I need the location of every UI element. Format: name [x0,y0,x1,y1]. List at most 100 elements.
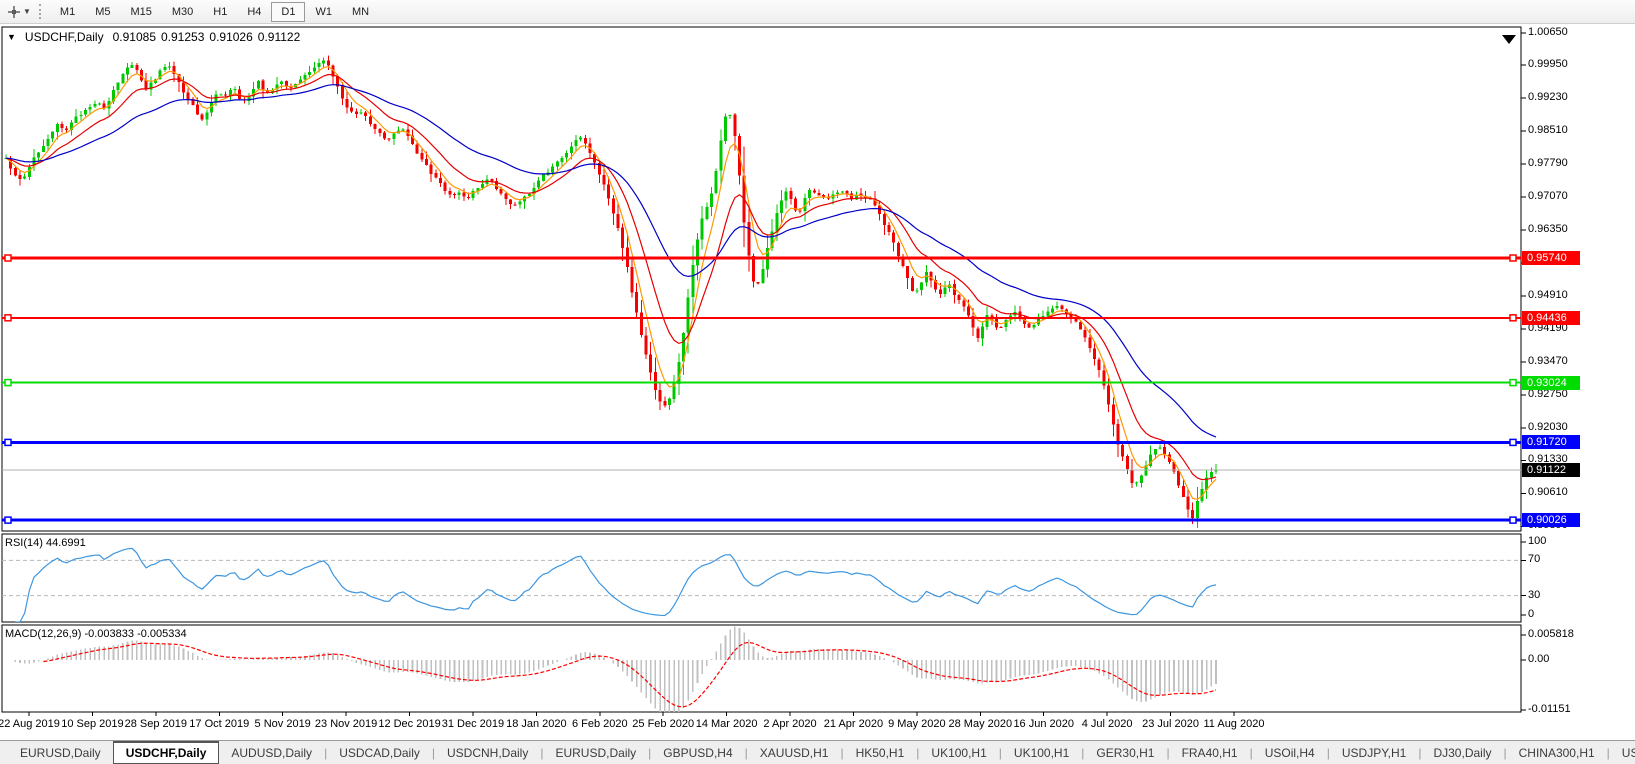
chart-tab-eurusd-daily[interactable]: EURUSD,Daily [555,745,637,760]
chart-tab-china300-h1[interactable]: CHINA300,H1 [1518,745,1595,760]
toolbar-grip[interactable] [38,4,43,19]
tab-separator: | [431,745,435,760]
chart-tab-gbpusd-h4[interactable]: GBPUSD,H4 [663,745,733,760]
macd-indicator-label: MACD(12,26,9) -0.003833 -0.005334 [5,628,187,640]
timeframe-button-h1[interactable]: H1 [213,5,228,18]
price-axis-label: 0.99950 [1528,57,1568,70]
chart-tab-usdjpy-h1[interactable]: USDJPY,H1 [1341,745,1407,760]
rsi-axis-label: 30 [1528,588,1541,601]
chart-tab-uk100-h1[interactable]: UK100,H1 [931,745,987,760]
tab-separator: | [648,745,652,760]
price-axis-label: 0.96350 [1528,223,1568,236]
price-axis-label: 0.92750 [1528,388,1568,401]
hline-objects-layer[interactable] [2,254,1521,524]
ohlc-high: 0.91253 [161,30,205,44]
timeframe-toolbar: M1 M5 M15 M30 H1 H4 D1 W1 MN [50,1,379,22]
date-axis-label: 2 Apr 2020 [763,718,817,730]
tab-separator: | [998,745,1002,760]
price-axis-label: 0.92030 [1528,421,1568,434]
timeframe-button-h4[interactable]: H4 [247,5,262,18]
ma-slow-line [5,84,1217,438]
chart-shift-marker[interactable] [1502,35,1516,44]
chart-tab-usdcnh-daily[interactable]: USDCNH,Daily [447,745,529,760]
date-axis-label: 18 Jan 2020 [506,718,567,730]
date-axis-label: 16 Jun 2020 [1013,718,1074,730]
timeframe-button-w1[interactable]: W1 [315,5,332,18]
ohlc-low: 0.91026 [209,30,253,44]
macd-layer [14,626,1217,712]
tab-separator: | [1606,745,1610,760]
hline-handle[interactable] [4,378,12,387]
cursor-tool-group[interactable]: ▼ [4,5,34,19]
hline-handle[interactable] [4,438,12,447]
macd-axis-label: 0.00 [1528,653,1550,665]
tab-separator: | [916,745,920,760]
price-axis-label: 0.93470 [1528,355,1568,368]
rsi-axis-label: 100 [1528,535,1547,547]
chart-workspace[interactable]: ▼ USDCHF,Daily 0.91085 0.91253 0.91026 0… [0,24,1635,740]
hline-handle[interactable] [4,314,12,322]
macd-signal-line [43,641,1217,708]
rsi-indicator-label: RSI(14) 44.6991 [5,537,86,549]
chart-tab-usoil-h1[interactable]: USOil,H1 [1621,745,1635,760]
tab-separator: | [1503,745,1507,760]
chart-tab-hk50-h1[interactable]: HK50,H1 [855,745,905,760]
chart-canvas[interactable] [0,24,1635,740]
chart-tab-ger30-h1[interactable]: GER30,H1 [1096,745,1155,760]
hline-handle[interactable] [4,516,12,524]
timeframe-button-mn[interactable]: MN [351,5,370,18]
ma-medium-line [5,73,1217,481]
ohlc-close: 0.91122 [257,30,301,44]
date-axis-label: 23 Nov 2019 [314,718,378,730]
hline-handle[interactable] [4,254,12,262]
hline-price-tag: 0.94436 [1522,310,1580,325]
chart-tab-usdcad-daily[interactable]: USDCAD,Daily [339,745,420,760]
rsi-axis-label: 0 [1528,608,1535,620]
date-axis-label: 9 May 2020 [888,718,946,730]
chart-tab-usoil-h4[interactable]: USOil,H4 [1264,745,1315,760]
ohlc-open: 0.91085 [112,30,156,44]
chevron-down-icon[interactable]: ▼ [23,6,31,16]
rsi-line [15,547,1217,622]
price-axis-label: 0.98510 [1528,123,1568,136]
hline-handle[interactable] [1509,254,1517,262]
hline-handle[interactable] [1509,516,1517,524]
tab-separator: | [1249,745,1253,760]
price-axis-label: 0.90610 [1528,486,1568,499]
date-axis-label: 25 Feb 2020 [632,718,695,730]
tab-separator: | [1081,745,1085,760]
hline-handle[interactable] [1509,314,1517,322]
timeframe-button-m30[interactable]: M30 [171,5,194,18]
timeframe-button-m5[interactable]: M5 [95,5,111,18]
crosshair-icon[interactable] [7,5,21,19]
hline-handle[interactable] [1509,438,1517,447]
price-axis-label: 0.94910 [1528,289,1568,302]
date-axis-label: 14 Mar 2020 [695,718,758,730]
chart-symbol-period: USDCHF,Daily [24,30,104,44]
chart-tab-uk100-h1[interactable]: UK100,H1 [1013,745,1070,760]
rsi-axis-label: 70 [1528,553,1541,566]
date-axis-label: 5 Nov 2019 [254,718,311,730]
chart-tab-eurusd-daily[interactable]: EURUSD,Daily [20,745,101,760]
rsi-layer [2,547,1521,622]
chart-dropdown-icon[interactable]: ▼ [7,32,16,42]
hline-handle[interactable] [1509,378,1517,387]
timeframe-button-m15[interactable]: M15 [130,5,152,18]
date-axis-label: 28 May 2020 [948,718,1013,730]
date-axis-label: 21 Apr 2020 [823,718,884,730]
current-price-tag: 0.91122 [1522,462,1580,477]
chart-tab-dj30-daily[interactable]: DJ30,Daily [1433,745,1492,760]
chart-tab-fra40-h1[interactable]: FRA40,H1 [1181,745,1238,760]
hline-price-tag: 0.90026 [1522,513,1580,528]
price-axis-label: 0.97070 [1528,189,1568,202]
tab-separator: | [1326,745,1330,760]
price-axis-label: 0.91330 [1528,453,1568,466]
moving-averages-layer [5,66,1217,500]
timeframe-button-d1[interactable]: D1 [271,1,306,22]
chart-tab-audusd-daily[interactable]: AUDUSD,Daily [231,745,313,760]
timeframe-button-m1[interactable]: M1 [59,5,76,18]
date-axis-label: 23 Jul 2020 [1142,718,1199,730]
chart-tab-usdchf-daily[interactable]: USDCHF,Daily [112,741,220,764]
chart-title: ▼ USDCHF,Daily 0.91085 0.91253 0.91026 0… [7,30,300,44]
chart-tab-xauusd-h1[interactable]: XAUUSD,H1 [759,745,829,760]
